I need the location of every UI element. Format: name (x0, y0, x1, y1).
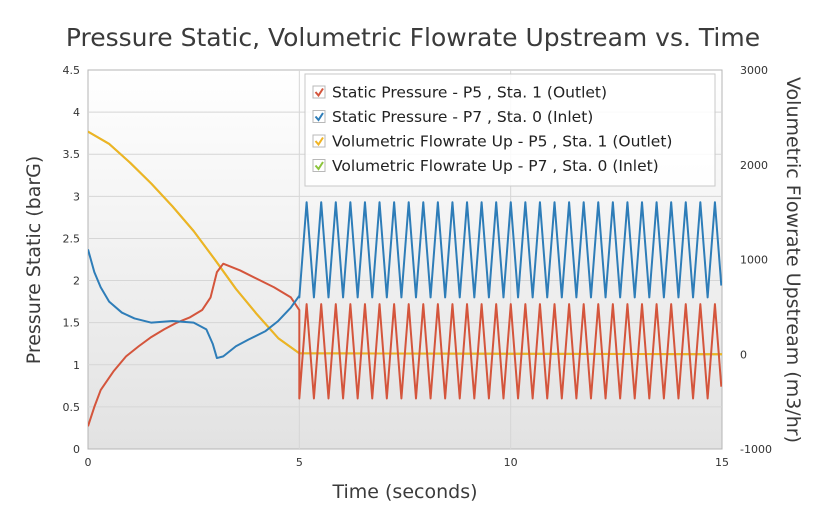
series-line-1 (88, 201, 722, 360)
legend-label: Volumetric Flowrate Up - P7 , Sta. 0 (In… (332, 157, 659, 175)
y-right-tick-label: 1000 (740, 254, 768, 267)
series-lines (88, 130, 722, 427)
y-left-tick-label: 0.5 (63, 401, 81, 414)
y-right-axis-label: Volumetric Flowrate Upstream (m3/hr) (782, 77, 804, 443)
y-right-tick-label: -1000 (740, 443, 772, 456)
legend-check-icon (314, 136, 324, 147)
x-tick-label: 5 (296, 456, 303, 469)
legend-label: Volumetric Flowrate Up - P5 , Sta. 1 (Ou… (332, 133, 672, 151)
x-axis-ticks: 0 5 10 15 (85, 456, 730, 469)
y-left-tick-label: 2.5 (63, 232, 81, 245)
y-left-tick-label: 4.5 (63, 64, 81, 77)
x-tick-label: 15 (715, 456, 729, 469)
legend-check-icon (314, 161, 324, 171)
legend-label: Static Pressure - P5 , Sta. 1 (Outlet) (332, 84, 607, 102)
series-line-0 (88, 262, 722, 427)
y-right-tick-label: 2000 (740, 159, 768, 172)
y-left-tick-label: 4 (73, 106, 80, 119)
y-right-axis-ticks: -1000 0 1000 2000 3000 (740, 64, 772, 456)
legend-check-icon (314, 112, 324, 122)
y-left-tick-label: 2 (73, 275, 80, 288)
y-left-axis-ticks: 0 0.5 1 1.5 2 2.5 3 3.5 4 4.5 (63, 64, 81, 456)
x-tick-label: 10 (504, 456, 518, 469)
x-tick-label: 0 (85, 456, 92, 469)
series-line-2 (88, 130, 722, 356)
legend-label: Static Pressure - P7 , Sta. 0 (Inlet) (332, 108, 593, 126)
legend-check-icon (314, 87, 324, 98)
y-left-tick-label: 3 (73, 190, 80, 203)
x-axis-label: Time (seconds) (331, 481, 477, 503)
y-right-tick-label: 3000 (740, 64, 768, 77)
y-left-axis-label: Pressure Static (barG) (23, 156, 45, 365)
y-left-tick-label: 1 (73, 359, 80, 372)
y-left-tick-label: 0 (73, 443, 80, 456)
y-right-tick-label: 0 (740, 348, 747, 361)
legend: Static Pressure - P5 , Sta. 1 (Outlet) St… (304, 73, 716, 187)
y-left-tick-label: 1.5 (63, 317, 81, 330)
y-left-tick-label: 3.5 (63, 148, 81, 161)
legend-box (304, 73, 716, 187)
chart-title: Pressure Static, Volumetric Flowrate Ups… (66, 23, 760, 52)
